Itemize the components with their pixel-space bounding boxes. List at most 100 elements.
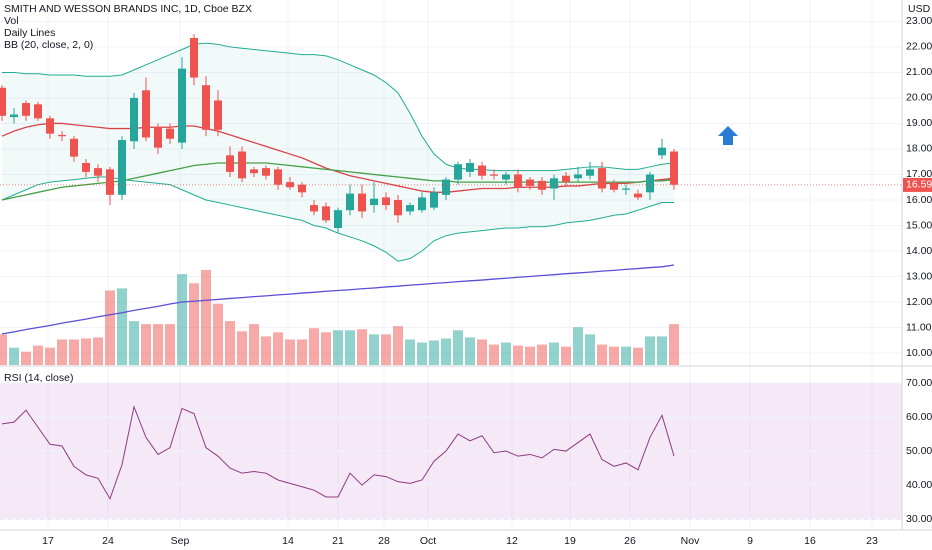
candle-body (610, 183, 618, 190)
candle-body (10, 114, 18, 118)
volume-bar (129, 321, 139, 365)
volume-bar (501, 342, 511, 365)
candle-body (82, 162, 90, 172)
volume-bar (333, 330, 343, 365)
volume-bar (573, 327, 583, 365)
candle-body (46, 118, 54, 134)
volume-bar (165, 324, 175, 365)
candle-body (382, 197, 390, 206)
volume-bar (465, 337, 475, 365)
volume-bar (621, 346, 631, 365)
band-line (2, 42, 675, 172)
candle-body (526, 179, 534, 186)
candle-body (514, 174, 522, 188)
volume-bar (33, 345, 43, 365)
volume-bar (0, 334, 7, 365)
candle-body (430, 192, 438, 208)
candle-body (490, 174, 498, 176)
y-tick-label: 22.00 (906, 41, 932, 53)
y-tick-label: 20.00 (906, 92, 932, 104)
moving-average (1, 264, 675, 335)
y-tick-label: 40.00 (906, 479, 932, 491)
plot (0, 34, 902, 500)
x-tick-label: 23 (866, 535, 878, 547)
candle-body (94, 168, 102, 176)
x-tick-label: 21 (332, 535, 344, 547)
volume-bar (201, 270, 211, 365)
volume-bar (93, 337, 103, 365)
candle-body (178, 68, 186, 143)
volume-bar (285, 339, 295, 365)
candle-body (478, 165, 486, 176)
y-tick-label: 23.00 (906, 15, 932, 27)
candle-body (538, 180, 546, 190)
x-tick-label: Oct (420, 535, 436, 547)
x-tick-label: 17 (42, 535, 54, 547)
volume-bar (513, 345, 523, 365)
labels: SMITH AND WESSON BRANDS INC, 1D, Cboe BZ… (4, 3, 932, 547)
x-tick-label: 16 (804, 535, 816, 547)
candle-body (658, 147, 666, 156)
currency-label: USD (908, 3, 931, 15)
legend-item: Vol (4, 15, 19, 27)
y-tick-label: 60.00 (906, 411, 932, 423)
candle-body (466, 162, 474, 172)
x-tick-label: 26 (624, 535, 636, 547)
volume-bar (309, 328, 319, 365)
volume-bar (405, 339, 415, 365)
candle-body (238, 151, 246, 179)
last-price-tag (903, 177, 932, 192)
up-arrow-marker (718, 126, 738, 145)
volume-bar (453, 330, 463, 365)
candle-body (70, 138, 78, 157)
candle-body (214, 100, 222, 130)
candle-body (202, 85, 210, 130)
candle-body (22, 103, 30, 116)
candle-body (226, 155, 234, 172)
volume-bar (321, 332, 331, 365)
y-tick-label: 21.00 (906, 66, 932, 78)
x-tick-label: Sep (171, 535, 190, 547)
candle-body (622, 188, 630, 190)
volume-bar (249, 324, 259, 365)
band-fill (2, 43, 674, 262)
volume-bar (141, 324, 151, 365)
candle-body (310, 205, 318, 212)
candle-body (0, 87, 6, 116)
volume-bar (561, 346, 571, 365)
volume-bar (9, 347, 19, 365)
candle-body (670, 151, 678, 185)
x-tick-label: 14 (282, 535, 294, 547)
y-tick-label: 30.00 (906, 513, 932, 525)
y-tick-label: 12.00 (906, 296, 932, 308)
candle-body (634, 193, 642, 198)
y-tick-label: 13.00 (906, 270, 932, 282)
candle-body (130, 97, 138, 142)
candle-body (106, 169, 114, 195)
volume-bar (393, 326, 403, 365)
volume-bar (357, 329, 367, 365)
volume-bar (645, 336, 655, 365)
candle-body (574, 174, 582, 179)
volume-bar (81, 338, 91, 365)
candle-body (394, 199, 402, 216)
x-tick-label: 24 (102, 535, 114, 547)
candle-body (358, 193, 366, 212)
candle-body (586, 169, 594, 176)
volume-bar (669, 324, 679, 365)
volume-bar (525, 346, 535, 365)
volume-bar (585, 334, 595, 365)
candle-body (562, 175, 570, 183)
candle-body (142, 90, 150, 138)
chart-title: SMITH AND WESSON BRANDS INC, 1D, Cboe BZ… (4, 3, 252, 15)
volume-bar (45, 347, 55, 365)
volume-bar (189, 283, 199, 365)
candle-body (334, 210, 342, 229)
candle-body (550, 178, 558, 189)
candle-body (454, 164, 462, 180)
volume-bar (117, 288, 127, 365)
y-tick-label: 14.00 (906, 245, 932, 257)
candle-body (646, 174, 654, 193)
